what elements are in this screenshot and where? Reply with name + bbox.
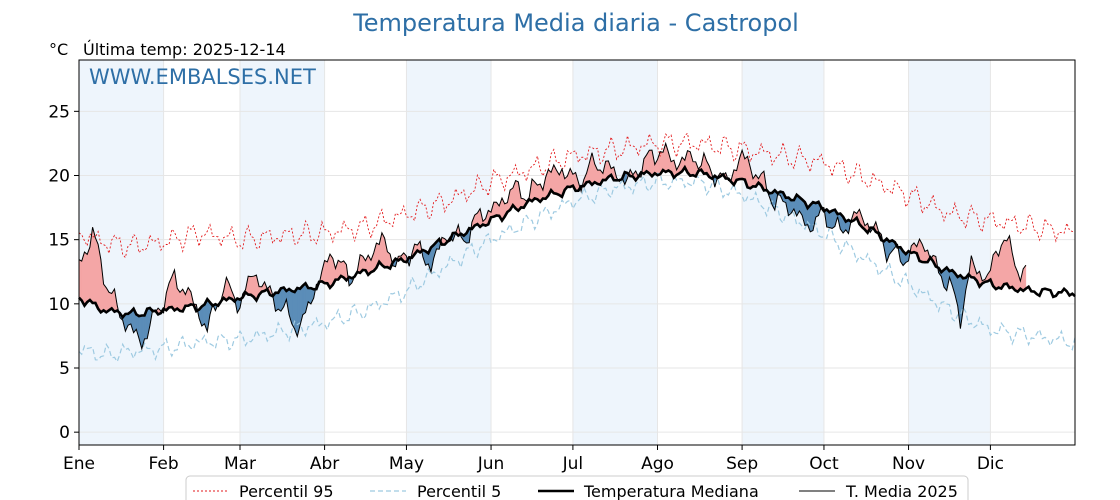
legend-label: T. Media 2025	[845, 482, 958, 500]
series-temperatura-mediana	[78, 164, 1076, 320]
unit-label: °C	[49, 40, 68, 59]
month-band	[742, 60, 824, 445]
fill-above-median	[515, 180, 519, 212]
fill-above-median	[95, 237, 99, 309]
grid-lines	[78, 60, 1075, 445]
legend-box	[185, 475, 969, 500]
fill-below-median	[302, 282, 306, 316]
fill-above-median	[324, 260, 328, 284]
legend: Percentil 95 Percentil 5 Temperatura Media…	[185, 475, 969, 500]
fill-above-median	[992, 250, 997, 290]
fill-above-median	[597, 169, 601, 185]
x-tick-label: Dic	[977, 454, 1004, 474]
month-bands	[79, 60, 991, 445]
y-tick-label: 25	[48, 102, 70, 122]
x-tick-label: Jul	[562, 454, 584, 474]
x-tick-label: Feb	[149, 454, 179, 474]
x-tick-label: Mar	[224, 454, 256, 474]
y-tick-label: 15	[48, 231, 70, 251]
y-tick-label: 20	[48, 167, 70, 187]
legend-label: Percentil 5	[417, 482, 501, 500]
y-tick-label: 0	[59, 423, 70, 443]
fill-above-median	[1006, 235, 1010, 289]
fill-above-median	[247, 275, 252, 296]
y-tick-label: 5	[59, 359, 70, 379]
chart-title: Temperatura Media diaria - Castropol	[352, 9, 799, 37]
watermark: WWW.EMBALSES.NET	[89, 65, 316, 89]
fill-above-median	[86, 247, 91, 303]
legend-label: Temperatura Mediana	[583, 482, 759, 500]
x-tick-label: May	[389, 454, 424, 474]
y-axis: 0 5 10 15 20 25	[48, 102, 79, 443]
fill-above-median	[92, 227, 96, 304]
x-tick-label: Oct	[809, 454, 839, 474]
x-tick-label: Ene	[63, 454, 95, 474]
x-axis: Ene Feb Mar Abr May Jun Jul Ago Sep Oct Nov Dic	[63, 445, 1004, 474]
series-percentil-95	[78, 132, 1076, 259]
last-temp-label: Última temp: 2025-12-14	[83, 40, 286, 59]
fill-above-median	[1003, 239, 1008, 285]
x-tick-label: Nov	[892, 454, 925, 474]
month-band	[239, 60, 325, 445]
series-t-media-2025	[78, 141, 1027, 351]
x-tick-label: Sep	[726, 454, 758, 474]
month-band	[572, 60, 658, 445]
fill-above-median	[1001, 240, 1005, 290]
plot-frame	[78, 59, 1076, 446]
fill-below-median	[831, 209, 836, 229]
x-tick-label: Ago	[641, 454, 674, 474]
fill-above-median	[103, 283, 107, 313]
x-tick-label: Abr	[310, 454, 339, 474]
y-tick-label: 10	[48, 295, 70, 315]
legend-label: Percentil 95	[239, 482, 334, 500]
series-lines	[78, 132, 1076, 364]
fill-below-median	[275, 292, 279, 312]
fill-above-median	[995, 250, 999, 290]
fill-above-median	[84, 251, 88, 307]
x-tick-label: Jun	[477, 454, 505, 474]
fill-below-median	[810, 201, 814, 233]
